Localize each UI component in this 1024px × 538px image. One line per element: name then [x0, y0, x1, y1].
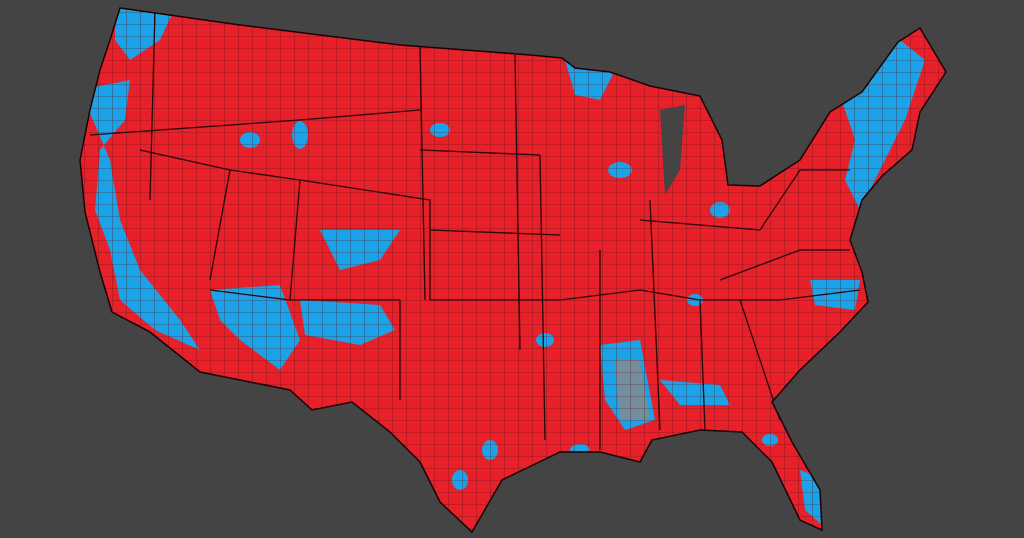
lake-michigan [660, 105, 685, 195]
state-borders [89, 9, 861, 450]
